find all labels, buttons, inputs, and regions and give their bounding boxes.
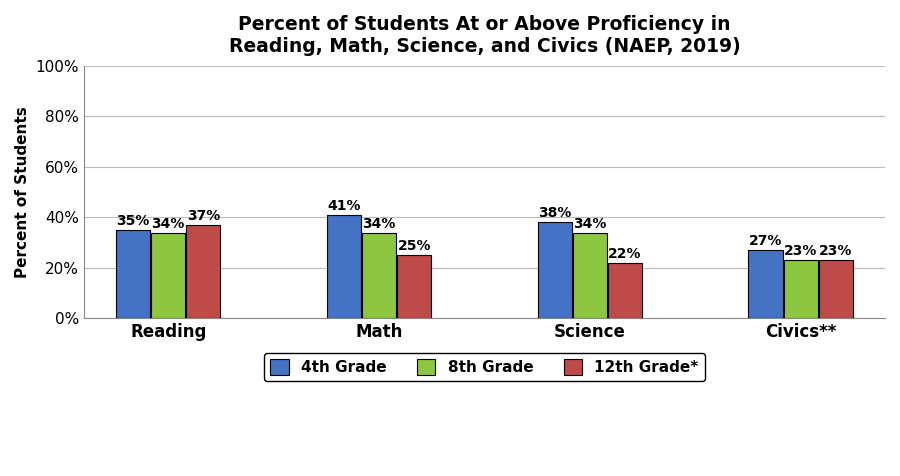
- Text: 41%: 41%: [328, 199, 361, 213]
- Text: 34%: 34%: [573, 217, 607, 230]
- Bar: [116, 230, 150, 318]
- Text: 25%: 25%: [398, 239, 431, 253]
- Bar: [151, 233, 185, 318]
- Y-axis label: Percent of Students: Percent of Students: [15, 106, 30, 278]
- Text: 34%: 34%: [363, 217, 396, 230]
- Bar: [819, 260, 853, 318]
- Text: 38%: 38%: [538, 207, 572, 220]
- Text: 35%: 35%: [116, 214, 149, 228]
- Text: 37%: 37%: [187, 209, 220, 223]
- Title: Percent of Students At or Above Proficiency in
Reading, Math, Science, and Civic: Percent of Students At or Above Proficie…: [229, 15, 741, 56]
- Bar: [749, 250, 783, 318]
- Bar: [784, 260, 818, 318]
- Legend: 4th Grade, 8th Grade, 12th Grade*: 4th Grade, 8th Grade, 12th Grade*: [265, 353, 705, 381]
- Bar: [537, 222, 572, 318]
- Text: 27%: 27%: [749, 234, 782, 248]
- Bar: [572, 233, 607, 318]
- Bar: [362, 233, 396, 318]
- Text: 23%: 23%: [784, 244, 817, 258]
- Bar: [608, 263, 642, 318]
- Bar: [186, 225, 220, 318]
- Text: 34%: 34%: [151, 217, 184, 230]
- Bar: [397, 255, 431, 318]
- Text: 23%: 23%: [819, 244, 852, 258]
- Text: 22%: 22%: [608, 247, 642, 261]
- Bar: [327, 215, 361, 318]
